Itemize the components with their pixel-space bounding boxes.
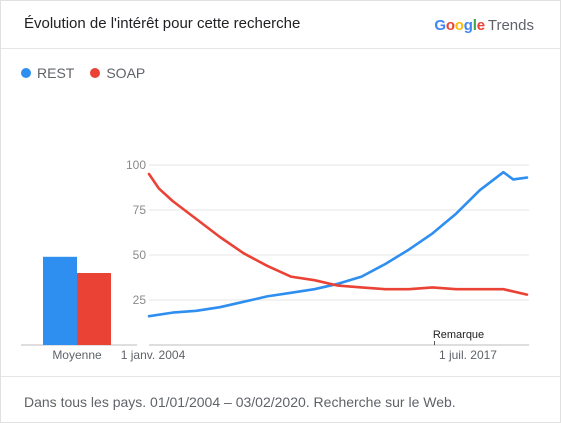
average-bar-rest [43,256,77,345]
google-trends-logo: Google Trends [434,17,534,34]
legend-label-rest: REST [37,65,75,81]
legend-dot-rest [21,68,31,78]
x-tick-label: 1 juil. 2017 [439,348,497,362]
google-letter: l [472,17,477,34]
legend-dot-soap [90,68,101,78]
footer-divider [1,376,560,377]
y-tick-label: 50 [133,248,147,262]
average-bar-soap [77,273,111,345]
chart-title: Évolution de l'intérêt pour cette recher… [24,15,301,32]
y-tick-label: 25 [133,293,147,307]
y-tick-label: 100 [126,158,146,172]
google-letter: o [445,17,455,34]
header-divider [1,48,560,49]
google-letter: e [476,17,485,34]
trends-wordmark: Trends [487,17,534,34]
google-letter: G [434,17,446,34]
legend-item-rest[interactable]: REST [21,65,74,81]
annotation-label: Remarque [433,329,484,341]
legend-label-soap: SOAP [106,65,146,81]
x-tick-label: 1 janv. 2004 [121,348,186,362]
legend-item-soap[interactable]: SOAP [90,65,145,81]
chart-legend: REST SOAP [21,65,161,81]
interest-over-time-chart: 25 50 75 100 1 janv. 2004 1 juil. 2017 Moyenne… [21,158,529,362]
chart-footer: Dans tous les pays. 01/01/2004 – 03/02/2… [24,394,456,410]
google-wordmark: Google [434,17,485,34]
series-line-soap [147,172,529,296]
average-label: Moyenne [52,348,102,362]
google-letter: g [463,17,473,34]
google-letter: o [454,17,464,34]
y-tick-label: 75 [133,203,147,217]
series-line-rest [147,170,529,318]
